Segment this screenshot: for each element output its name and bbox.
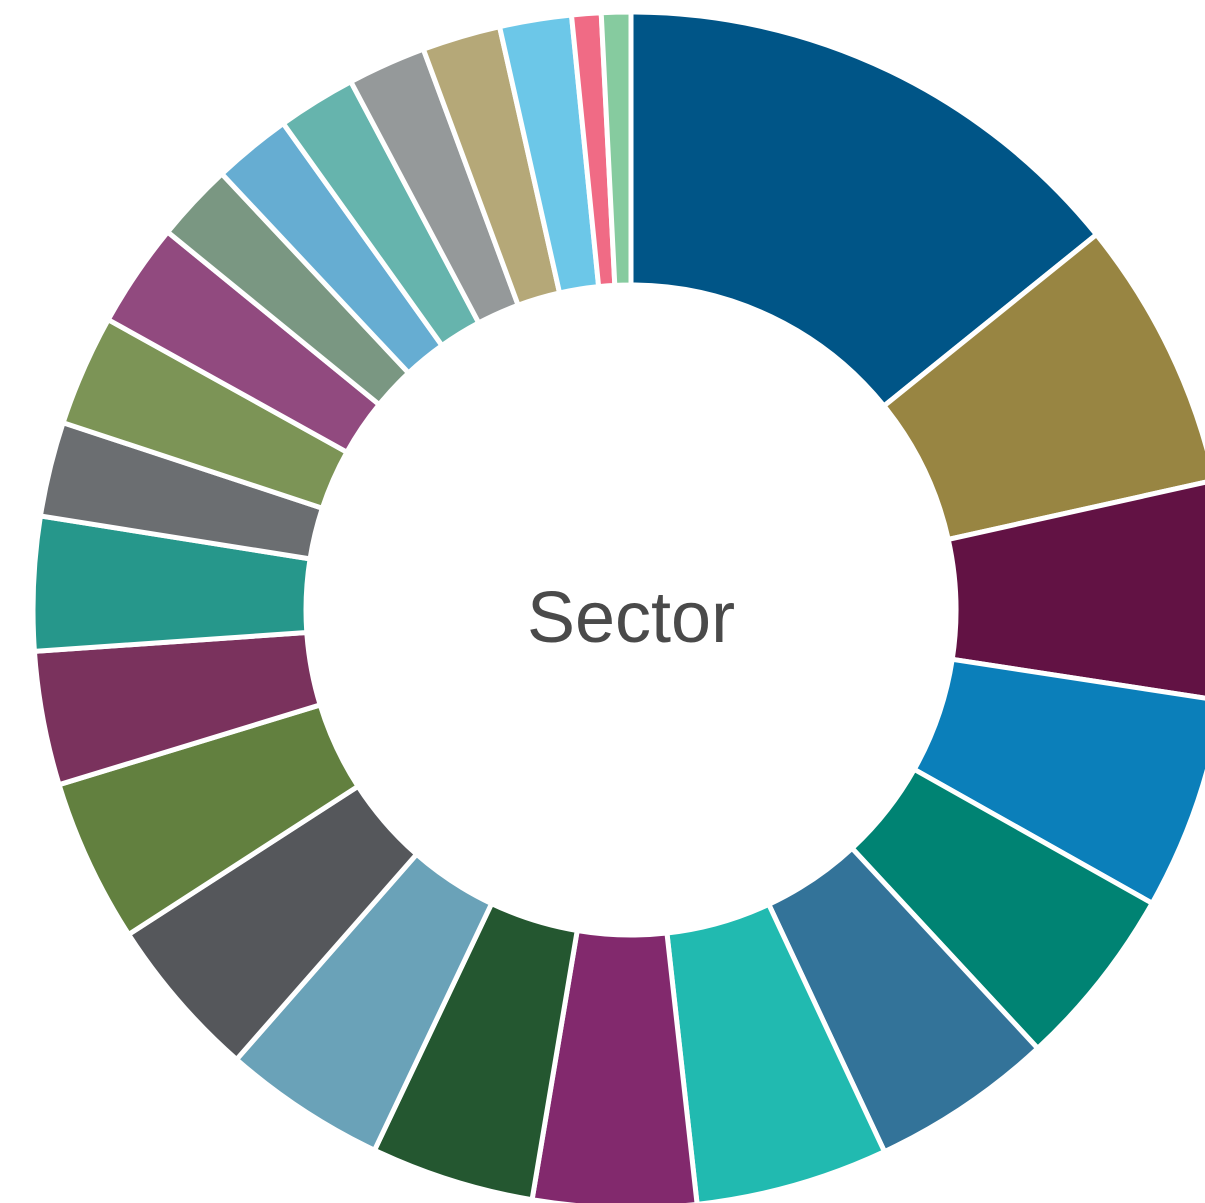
donut-slice-25[interactable] [598, 9, 634, 289]
slices-group [30, 9, 1205, 1203]
donut-slice-3[interactable] [945, 479, 1205, 701]
donut-slice-7[interactable] [664, 901, 888, 1203]
donut-slice-1[interactable] [628, 9, 1100, 410]
center-label: Sector [527, 578, 735, 658]
donut-slice-2[interactable] [880, 231, 1205, 543]
